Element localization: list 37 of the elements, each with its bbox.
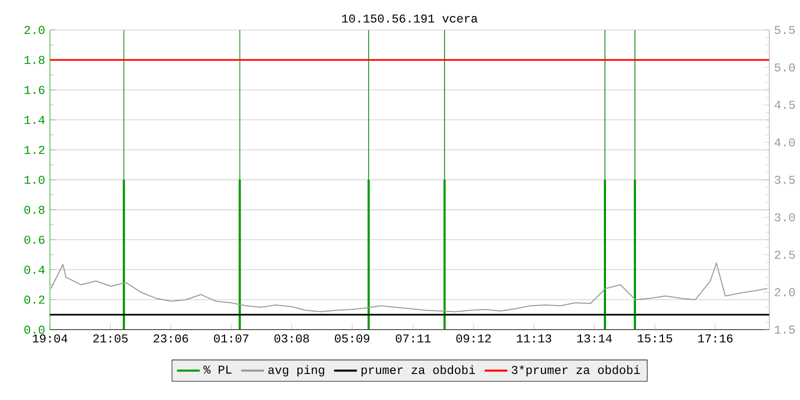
x-tick-label: 17:16 bbox=[698, 334, 733, 343]
x-tick-label: 07:11 bbox=[396, 334, 431, 343]
y-tick-label: 1.8 bbox=[24, 56, 44, 64]
y-tick-label: 1.4 bbox=[24, 116, 45, 124]
x-tick-label: 03:08 bbox=[274, 334, 309, 343]
x-tick-label: 19:04 bbox=[32, 334, 68, 343]
y-tick-label: 2.0 bbox=[24, 26, 45, 34]
y2-tick-label: 3.0 bbox=[774, 213, 795, 222]
y2-tick-label: 2.0 bbox=[774, 288, 795, 296]
y2-tick-label: 3.5 bbox=[774, 176, 795, 184]
x-tick-label: 21:05 bbox=[93, 334, 128, 343]
x-tick-label: 13:14 bbox=[577, 334, 612, 343]
y-tick-label: 1.2 bbox=[24, 146, 44, 154]
chart-title: 10.150.56.191 vcera bbox=[342, 14, 478, 23]
y2-tick-label: 5.0 bbox=[774, 64, 795, 72]
y-tick-label: 1.6 bbox=[24, 86, 44, 94]
y-tick-label: 1.0 bbox=[24, 176, 45, 184]
y-tick-label: 0.2 bbox=[24, 296, 44, 304]
x-tick-label: 05:09 bbox=[334, 334, 370, 343]
x-tick-label: 11:13 bbox=[516, 334, 552, 343]
y-tick-label: 0.8 bbox=[24, 206, 44, 214]
legend-label: 3*prumer za obdobi bbox=[512, 365, 640, 377]
legend-label: % PL bbox=[203, 366, 232, 374]
y2-tick-label: 2.5 bbox=[774, 250, 795, 260]
y2-tick-label: 1.5 bbox=[774, 326, 795, 334]
x-tick-label: 15:15 bbox=[638, 334, 672, 343]
y-tick-label: 0.0 bbox=[24, 326, 45, 334]
y-tick-label: 0.6 bbox=[24, 236, 44, 244]
y2-tick-label: 5.5 bbox=[774, 26, 795, 34]
x-tick-label: 01:07 bbox=[214, 334, 248, 343]
legend-label: prumer za obdobi bbox=[362, 365, 476, 377]
y-tick-label: 0.4 bbox=[24, 266, 45, 274]
legend-label: avg ping bbox=[268, 365, 324, 377]
x-tick-label: 23:06 bbox=[154, 334, 188, 343]
y2-tick-label: 4.0 bbox=[774, 138, 795, 147]
y2-tick-label: 4.5 bbox=[774, 101, 795, 110]
x-tick-label: 09:12 bbox=[456, 334, 491, 343]
